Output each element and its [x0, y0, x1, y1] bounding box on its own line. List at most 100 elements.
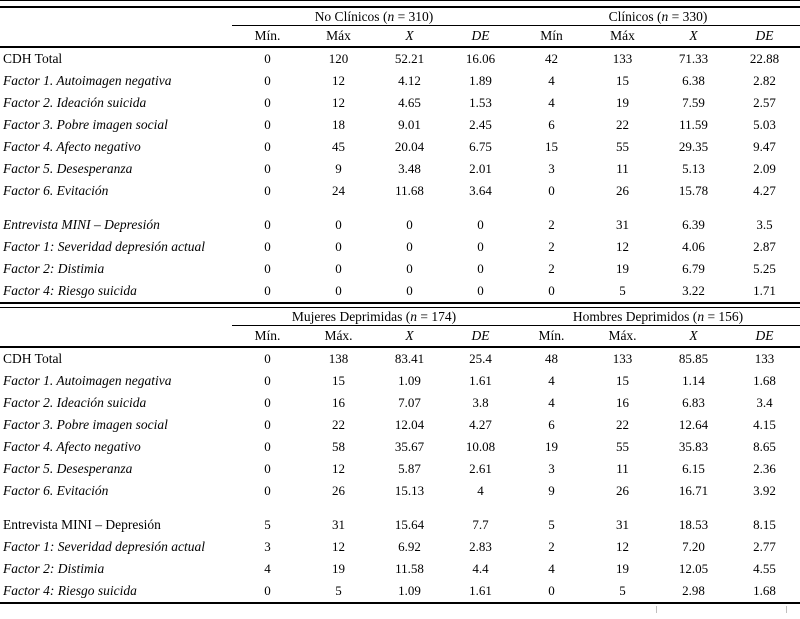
value-cell: 42 — [545, 51, 558, 66]
value-cell: 2 — [548, 261, 555, 276]
value-cell: 19 — [545, 439, 558, 454]
value-cell: 1.09 — [398, 583, 421, 598]
value-cell: 22 — [616, 417, 629, 432]
column-header: Mín — [540, 28, 563, 43]
table-row: CDH Total 0 120 52.21 16.06 42 133 71.33 22.88 — [0, 48, 800, 70]
value-cell: 12 — [332, 73, 345, 88]
table-row: Entrevista MINI – Depresión 5 31 15.64 7.7 5 3… — [0, 514, 800, 536]
value-cell: 5 — [548, 517, 555, 532]
value-cell: 2.36 — [753, 461, 776, 476]
value-cell: 1.61 — [469, 373, 492, 388]
value-cell: 0 — [264, 117, 271, 132]
value-cell: 0 — [406, 217, 413, 232]
value-cell: 4 — [548, 561, 555, 576]
value-cell: 0 — [335, 261, 342, 276]
value-cell: 2.77 — [753, 539, 776, 554]
value-cell: 6.15 — [682, 461, 705, 476]
value-cell: 2.87 — [753, 239, 776, 254]
stub-header — [0, 326, 232, 346]
table-top-rule — [0, 0, 800, 8]
value-cell: 0 — [477, 239, 484, 254]
value-cell: 3.5 — [756, 217, 773, 232]
row-label: Factor 5. Desesperanza — [3, 161, 133, 176]
row-label: Factor 2. Ideación suicida — [3, 95, 147, 110]
value-cell: 16 — [616, 395, 629, 410]
table-row: Factor 3. Pobre imagen social 0 22 12.04 4.2… — [0, 414, 800, 436]
table-row: Factor 1: Severidad depresión actual 3 12 6… — [0, 536, 800, 558]
value-cell: 16.71 — [678, 483, 709, 498]
value-cell: 5 — [335, 583, 342, 598]
group-header: Clínicos (n = 330) — [608, 9, 708, 24]
value-cell: 0 — [264, 95, 271, 110]
table-row: Factor 6. Evitación 0 26 15.13 4 9 26 16.71 3.92 — [0, 480, 800, 502]
value-cell: 6.39 — [682, 217, 705, 232]
column-header: Mín. — [254, 28, 281, 43]
stub-header — [0, 26, 232, 46]
group-header: No Clínicos (n = 310) — [314, 9, 434, 24]
value-cell: 2.45 — [469, 117, 492, 132]
value-cell: 9 — [335, 161, 342, 176]
value-cell: 0 — [264, 351, 271, 366]
value-cell: 31 — [616, 217, 629, 232]
value-cell: 19 — [332, 561, 345, 576]
table-row: Factor 5. Desesperanza 0 9 3.48 2.01 3 11 5.13 2… — [0, 158, 800, 180]
column-header: DE — [755, 328, 774, 343]
value-cell: 15.64 — [394, 517, 425, 532]
column-header: X — [689, 328, 698, 343]
value-cell: 4.27 — [469, 417, 492, 432]
value-cell: 5.13 — [682, 161, 705, 176]
value-cell: 138 — [328, 351, 349, 366]
value-cell: 3.22 — [682, 283, 705, 298]
value-cell: 5 — [264, 517, 271, 532]
value-cell: 4.15 — [753, 417, 776, 432]
value-cell: 4.65 — [398, 95, 421, 110]
value-cell: 12 — [332, 539, 345, 554]
group-header-row: Mujeres Deprimidas (n = 174) Hombres Depr… — [0, 308, 800, 326]
value-cell: 0 — [264, 51, 271, 66]
group-header: Mujeres Deprimidas (n = 174) — [291, 309, 457, 324]
row-label: Entrevista MINI – Depresión — [3, 517, 161, 532]
value-cell: 52.21 — [394, 51, 425, 66]
row-label: Factor 2: Distimia — [3, 261, 105, 276]
value-cell: 12 — [332, 95, 345, 110]
value-cell: 12 — [616, 239, 629, 254]
value-cell: 11.68 — [395, 183, 424, 198]
value-cell: 3 — [548, 161, 555, 176]
value-cell: 1.14 — [682, 373, 705, 388]
row-label: Factor 4: Riesgo suicida — [3, 283, 137, 298]
column-header: DE — [471, 328, 490, 343]
value-cell: 48 — [545, 351, 558, 366]
table-row: Factor 3. Pobre imagen social 0 18 9.01 2.45… — [0, 114, 800, 136]
row-label: Factor 5. Desesperanza — [3, 461, 133, 476]
value-cell: 24 — [332, 183, 345, 198]
value-cell: 15 — [616, 373, 629, 388]
value-cell: 0 — [264, 73, 271, 88]
table-row: Factor 1. Autoimagen negativa 0 15 1.09 1.61… — [0, 370, 800, 392]
value-cell: 2.83 — [469, 539, 492, 554]
table-row: Entrevista MINI – Depresión 0 0 0 0 2 31 6.39 3.… — [0, 214, 800, 236]
value-cell: 0 — [264, 417, 271, 432]
row-label: Factor 3. Pobre imagen social — [3, 417, 168, 432]
value-cell: 22 — [332, 417, 345, 432]
value-cell: 1.53 — [469, 95, 492, 110]
row-label: Entrevista MINI – Depresión — [3, 217, 160, 232]
value-cell: 0 — [264, 283, 271, 298]
value-cell: 5.25 — [753, 261, 776, 276]
value-cell: 6.79 — [682, 261, 705, 276]
value-cell: 1.68 — [753, 373, 776, 388]
value-cell: 15.78 — [678, 183, 709, 198]
grid-remnant-tick — [656, 606, 657, 613]
row-label: Factor 3. Pobre imagen social — [3, 117, 168, 132]
grid-remnant-tick — [786, 606, 787, 613]
value-cell: 0 — [264, 161, 271, 176]
table-row: Factor 1: Severidad depresión actual 0 0 0 0… — [0, 236, 800, 258]
value-cell: 58 — [332, 439, 345, 454]
value-cell: 7.07 — [398, 395, 421, 410]
column-header: Máx — [610, 28, 635, 43]
row-label: Factor 1. Autoimagen negativa — [3, 73, 172, 88]
value-cell: 3.8 — [472, 395, 489, 410]
value-cell: 1.89 — [469, 73, 492, 88]
value-cell: 1.71 — [753, 283, 776, 298]
table-row: Factor 2: Distimia 0 0 0 0 2 19 6.79 5.25 — [0, 258, 800, 280]
table-divider-rule — [0, 302, 800, 308]
